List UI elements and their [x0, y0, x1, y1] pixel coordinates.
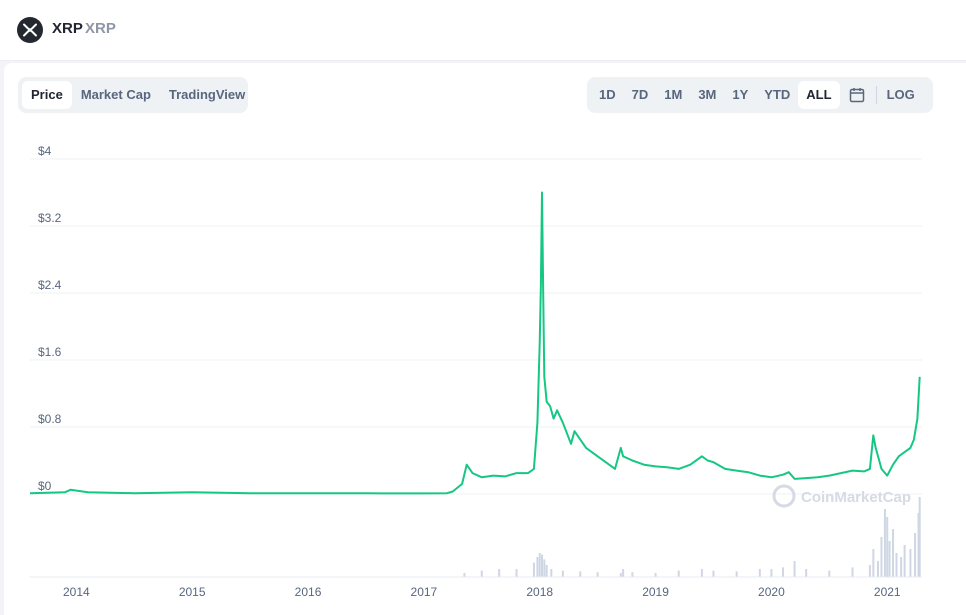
volume-bar [770, 569, 773, 577]
coin-symbol: XRP [85, 20, 116, 37]
volume-bar [561, 570, 564, 577]
x-tick-label: 2017 [411, 585, 438, 599]
volume-bar [515, 569, 518, 577]
x-tick-label: 2014 [63, 585, 90, 599]
x-tick-label: 2021 [874, 585, 901, 599]
volume-bar [851, 567, 854, 577]
volume-bar [781, 567, 784, 577]
chart-card [4, 63, 966, 615]
volume-bar [480, 570, 483, 577]
y-tick-label: $0.8 [38, 412, 62, 426]
range-3m[interactable]: 3M [698, 87, 717, 102]
coin-header: XRP XRP [0, 0, 966, 61]
x-tick-label: 2018 [526, 585, 553, 599]
grid-lines [30, 158, 922, 495]
volume-bar [541, 554, 544, 577]
volume-bar [758, 569, 761, 577]
range-7d[interactable]: 7D [631, 87, 649, 102]
volume-bar [700, 569, 703, 577]
volume-bar [805, 569, 808, 577]
volume-bar [880, 537, 883, 577]
range-1m[interactable]: 1M [664, 87, 683, 102]
range-1y[interactable]: 1Y [732, 87, 749, 102]
volume-bar [677, 570, 680, 577]
volume-bar [550, 569, 553, 577]
volume-bar [536, 557, 539, 577]
range-all[interactable]: ALL [798, 81, 840, 109]
volume-bar [872, 549, 875, 577]
volume-bar [538, 553, 541, 577]
y-tick-label: $4 [38, 144, 52, 158]
volume-bar [532, 562, 535, 577]
volume-bar [622, 569, 625, 577]
calendar-icon [849, 88, 864, 103]
volume-bar [892, 529, 895, 577]
price-series-line [29, 191, 921, 495]
range-ytd[interactable]: YTD [764, 87, 791, 102]
y-tick-label: $1.6 [38, 345, 62, 359]
watermark-text: CoinMarketCap [801, 489, 911, 506]
volume-bar [543, 559, 546, 577]
time-range-tabs: 1D 7D 1M 3M 1Y YTD ALL LOG [587, 77, 933, 113]
volume-bar [909, 549, 912, 577]
coinmarketcap-watermark: CoinMarketCap [772, 484, 911, 508]
x-tick-label: 2020 [758, 585, 785, 599]
x-tick-label: 2015 [179, 585, 206, 599]
coin-name: XRP [52, 20, 83, 37]
range-1d[interactable]: 1D [599, 87, 616, 102]
volume-bar [900, 557, 903, 577]
volume-bars [463, 497, 921, 577]
volume-bar [876, 561, 879, 577]
volume-bar [917, 513, 920, 577]
volume-bar [886, 517, 889, 577]
volume-bar [596, 572, 599, 577]
log-scale-toggle[interactable]: LOG [886, 87, 915, 102]
volume-bar [654, 573, 657, 577]
volume-bar [712, 570, 715, 577]
y-tick-label: $0 [38, 479, 52, 493]
tab-tradingview[interactable]: TradingView [168, 87, 246, 102]
volume-bar [895, 553, 898, 577]
price-line [29, 191, 921, 495]
x-axis: 2014 2015 2016 2017 2018 2019 2020 2021 [63, 585, 901, 599]
calendar-button[interactable] [840, 81, 874, 109]
volume-bar [735, 571, 738, 577]
volume-bar [463, 573, 466, 577]
volume-bar [868, 565, 871, 577]
volume-bar [918, 497, 921, 577]
volume-bar [883, 509, 886, 577]
volume-bar [545, 565, 548, 577]
divider [875, 86, 877, 104]
tab-price[interactable]: Price [22, 81, 72, 109]
volume-bar [828, 570, 831, 577]
y-tick-label: $2.4 [38, 278, 62, 292]
x-tick-label: 2016 [295, 585, 322, 599]
volume-bar [498, 569, 501, 577]
volume-bar [619, 573, 622, 577]
tab-market-cap[interactable]: Market Cap [80, 87, 151, 102]
xrp-logo-icon [17, 17, 43, 43]
volume-bar [579, 571, 582, 577]
volume-bar [631, 572, 634, 577]
volume-bar [914, 533, 917, 577]
y-axis: $0 $0.8 $1.6 $2.4 $3.2 $4 [38, 144, 62, 493]
volume-bar [793, 561, 796, 577]
volume-bar [888, 541, 891, 577]
chart-type-tabs: Price Market Cap TradingView [18, 77, 248, 113]
x-tick-label: 2019 [642, 585, 669, 599]
volume-bar [903, 545, 906, 577]
y-tick-label: $3.2 [38, 211, 62, 225]
